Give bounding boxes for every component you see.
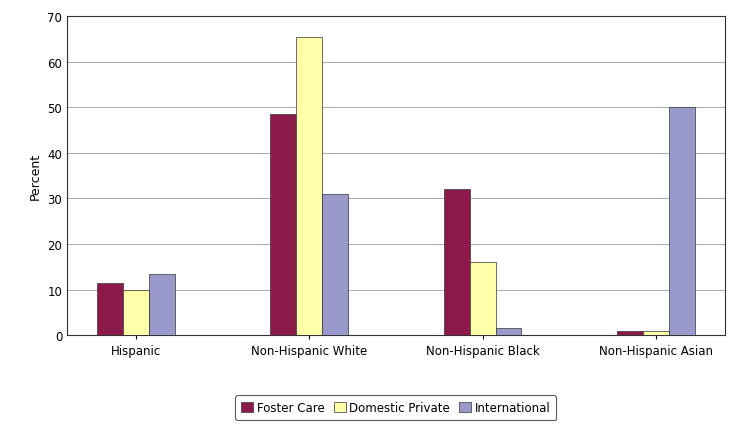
Bar	[123, 290, 149, 335]
Bar	[617, 331, 642, 335]
Bar	[270, 115, 297, 335]
Bar	[297, 38, 322, 335]
Bar	[495, 329, 521, 335]
Bar	[669, 108, 695, 335]
Bar	[470, 263, 495, 335]
Legend: Foster Care, Domestic Private, International: Foster Care, Domestic Private, Internati…	[235, 395, 557, 420]
Bar	[149, 274, 175, 335]
Y-axis label: Percent: Percent	[29, 153, 42, 200]
Bar	[444, 190, 470, 335]
Bar	[322, 194, 348, 335]
Bar	[642, 331, 669, 335]
Bar	[97, 283, 123, 335]
